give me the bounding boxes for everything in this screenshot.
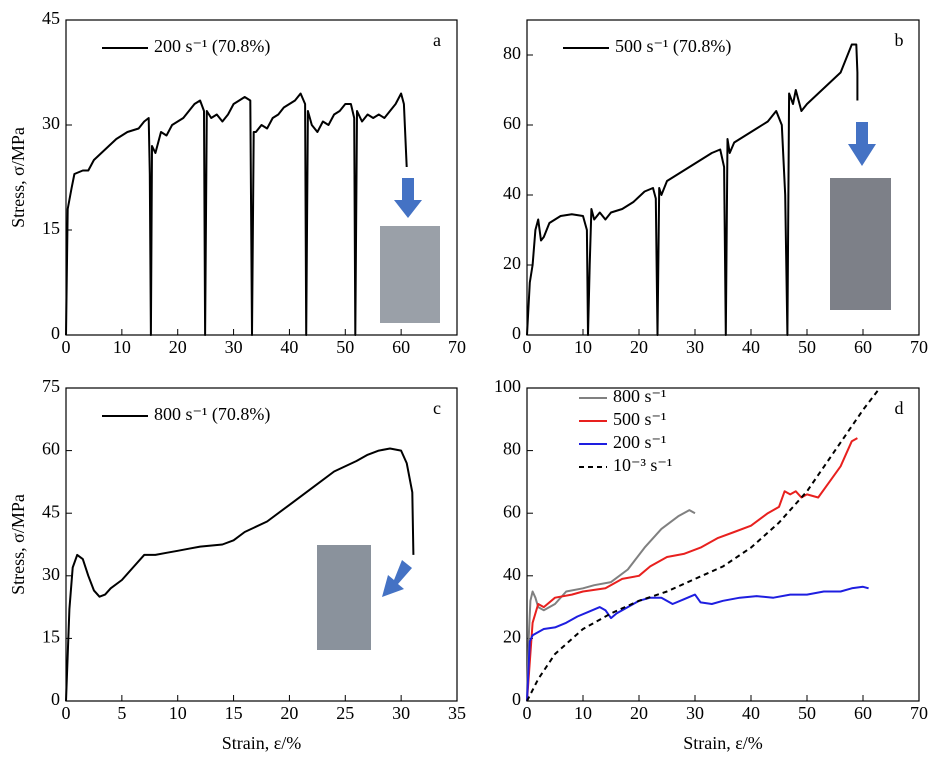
- x-tick-label: 40: [742, 337, 760, 357]
- x-tick-label: 30: [686, 337, 704, 357]
- x-tick-label: 5: [117, 703, 126, 723]
- legend-label: 800 s⁻¹ (70.8%): [154, 404, 270, 425]
- x-tick-label: 60: [854, 703, 872, 723]
- y-tick-label: 75: [42, 376, 60, 396]
- x-tick-label: 60: [854, 337, 872, 357]
- legend-label: 10⁻³ s⁻¹: [613, 455, 672, 475]
- data-line: [526, 387, 881, 702]
- x-tick-label: 30: [225, 337, 243, 357]
- x-tick-label: 10: [169, 703, 187, 723]
- y-tick-label: 0: [51, 689, 60, 709]
- x-tick-label: 0: [523, 703, 532, 723]
- x-tick-label: 25: [336, 703, 354, 723]
- y-tick-label: 0: [51, 323, 60, 343]
- y-axis-label: Stress, σ/MPa: [8, 127, 28, 228]
- plot-frame: [65, 387, 458, 702]
- x-tick-label: 0: [523, 337, 532, 357]
- plot-frame: [526, 19, 920, 336]
- x-tick-label: 0: [62, 703, 71, 723]
- panel-letter: a: [433, 30, 441, 50]
- x-tick-label: 30: [686, 703, 704, 723]
- x-tick-label: 50: [798, 337, 816, 357]
- panel-letter: d: [895, 398, 904, 418]
- x-tick-label: 60: [392, 337, 410, 357]
- y-axis-label: Stress, σ/MPa: [8, 494, 28, 595]
- y-tick-label: 20: [503, 627, 521, 647]
- x-tick-label: 20: [280, 703, 298, 723]
- y-tick-label: 60: [42, 439, 60, 459]
- panel-letter: c: [433, 398, 441, 418]
- y-tick-label: 80: [503, 439, 521, 459]
- x-tick-label: 70: [448, 337, 466, 357]
- y-tick-label: 30: [42, 564, 60, 584]
- x-tick-label: 10: [574, 703, 592, 723]
- legend-label: 200 s⁻¹: [613, 432, 666, 452]
- x-tick-label: 10: [574, 337, 592, 357]
- y-tick-label: 60: [503, 501, 521, 521]
- x-tick-label: 50: [798, 703, 816, 723]
- sample-photo-a: [380, 178, 440, 323]
- y-tick-label: 0: [512, 689, 521, 709]
- x-tick-label: 15: [225, 703, 243, 723]
- plot-frame: [526, 387, 920, 702]
- legend-label: 200 s⁻¹ (70.8%): [154, 36, 270, 57]
- y-tick-label: 20: [503, 253, 521, 273]
- x-tick-label: 20: [630, 703, 648, 723]
- legend-label: 500 s⁻¹: [613, 409, 666, 429]
- x-axis-label: Strain, ε/%: [683, 733, 763, 753]
- plot-frame: [65, 19, 458, 336]
- y-tick-label: 40: [503, 183, 521, 203]
- y-tick-label: 15: [42, 218, 60, 238]
- legend-label: 500 s⁻¹ (70.8%): [615, 36, 731, 57]
- x-tick-label: 20: [169, 337, 187, 357]
- x-tick-label: 35: [448, 703, 466, 723]
- y-tick-label: 15: [42, 627, 60, 647]
- y-tick-label: 60: [503, 113, 521, 133]
- x-axis-label: Strain, ε/%: [222, 733, 302, 753]
- x-tick-label: 50: [336, 337, 354, 357]
- x-tick-label: 20: [630, 337, 648, 357]
- y-tick-label: 40: [503, 564, 521, 584]
- sample-photo-b: [830, 122, 891, 310]
- x-tick-label: 70: [910, 703, 928, 723]
- data-line: [65, 92, 408, 336]
- x-tick-label: 40: [742, 703, 760, 723]
- y-tick-label: 45: [42, 501, 60, 521]
- y-tick-label: 0: [512, 323, 521, 343]
- data-line: [526, 437, 858, 702]
- legend-label: 800 s⁻¹: [613, 386, 666, 406]
- x-tick-label: 30: [392, 703, 410, 723]
- y-tick-label: 80: [503, 43, 521, 63]
- x-tick-label: 0: [62, 337, 71, 357]
- sample-photo-c: [317, 545, 412, 650]
- data-line: [526, 509, 696, 702]
- y-tick-label: 100: [494, 376, 521, 396]
- y-tick-label: 30: [42, 113, 60, 133]
- x-tick-label: 10: [113, 337, 131, 357]
- data-line: [526, 43, 859, 336]
- data-line: [65, 447, 415, 702]
- x-tick-label: 70: [910, 337, 928, 357]
- y-tick-label: 45: [42, 8, 60, 28]
- data-line: [526, 585, 869, 702]
- x-tick-label: 40: [280, 337, 298, 357]
- panel-letter: b: [895, 30, 904, 50]
